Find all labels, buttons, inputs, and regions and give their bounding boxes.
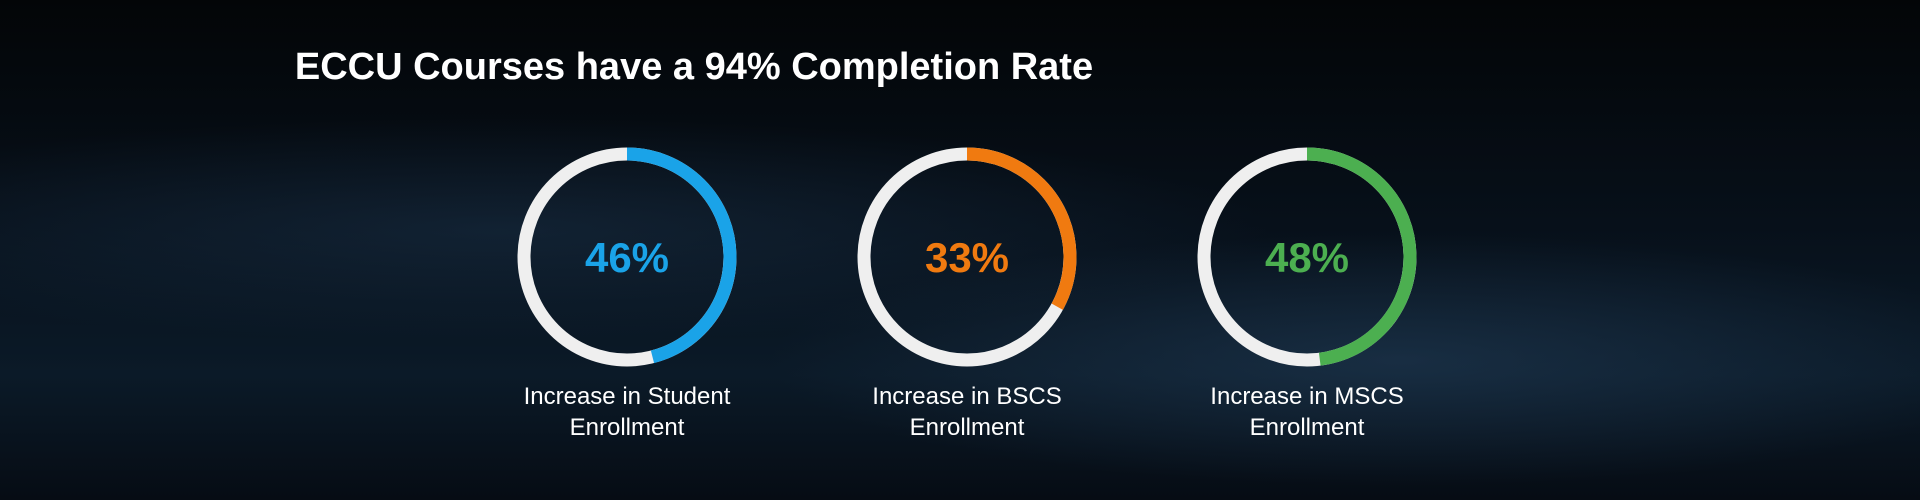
donut-chart: 33% — [857, 147, 1077, 367]
donut-card: 48% Increase in MSCS Enrollment — [1177, 137, 1437, 443]
value-label: 33% — [925, 234, 1009, 281]
title: ECCU Courses have a 94% Completion Rate — [294, 46, 1094, 88]
donut-card: 46% Increase in Student Enrollment — [497, 137, 757, 443]
donut-label: Increase in Student Enrollment — [523, 383, 731, 441]
donut-chart: 48% — [1197, 147, 1417, 367]
donut-arc — [517, 147, 737, 367]
value-label: 46% — [585, 234, 669, 281]
donut-label: Increase in BSCS Enrollment — [872, 383, 1062, 441]
donut-label: Increase in MSCS Enrollment — [1210, 383, 1404, 441]
donut-arc — [857, 147, 1077, 367]
value-label: 48% — [1265, 234, 1349, 281]
donut-card: 33% Increase in BSCS Enrollment — [837, 137, 1097, 443]
donut-chart: 46% — [517, 147, 737, 367]
donut-arc — [1197, 147, 1417, 367]
